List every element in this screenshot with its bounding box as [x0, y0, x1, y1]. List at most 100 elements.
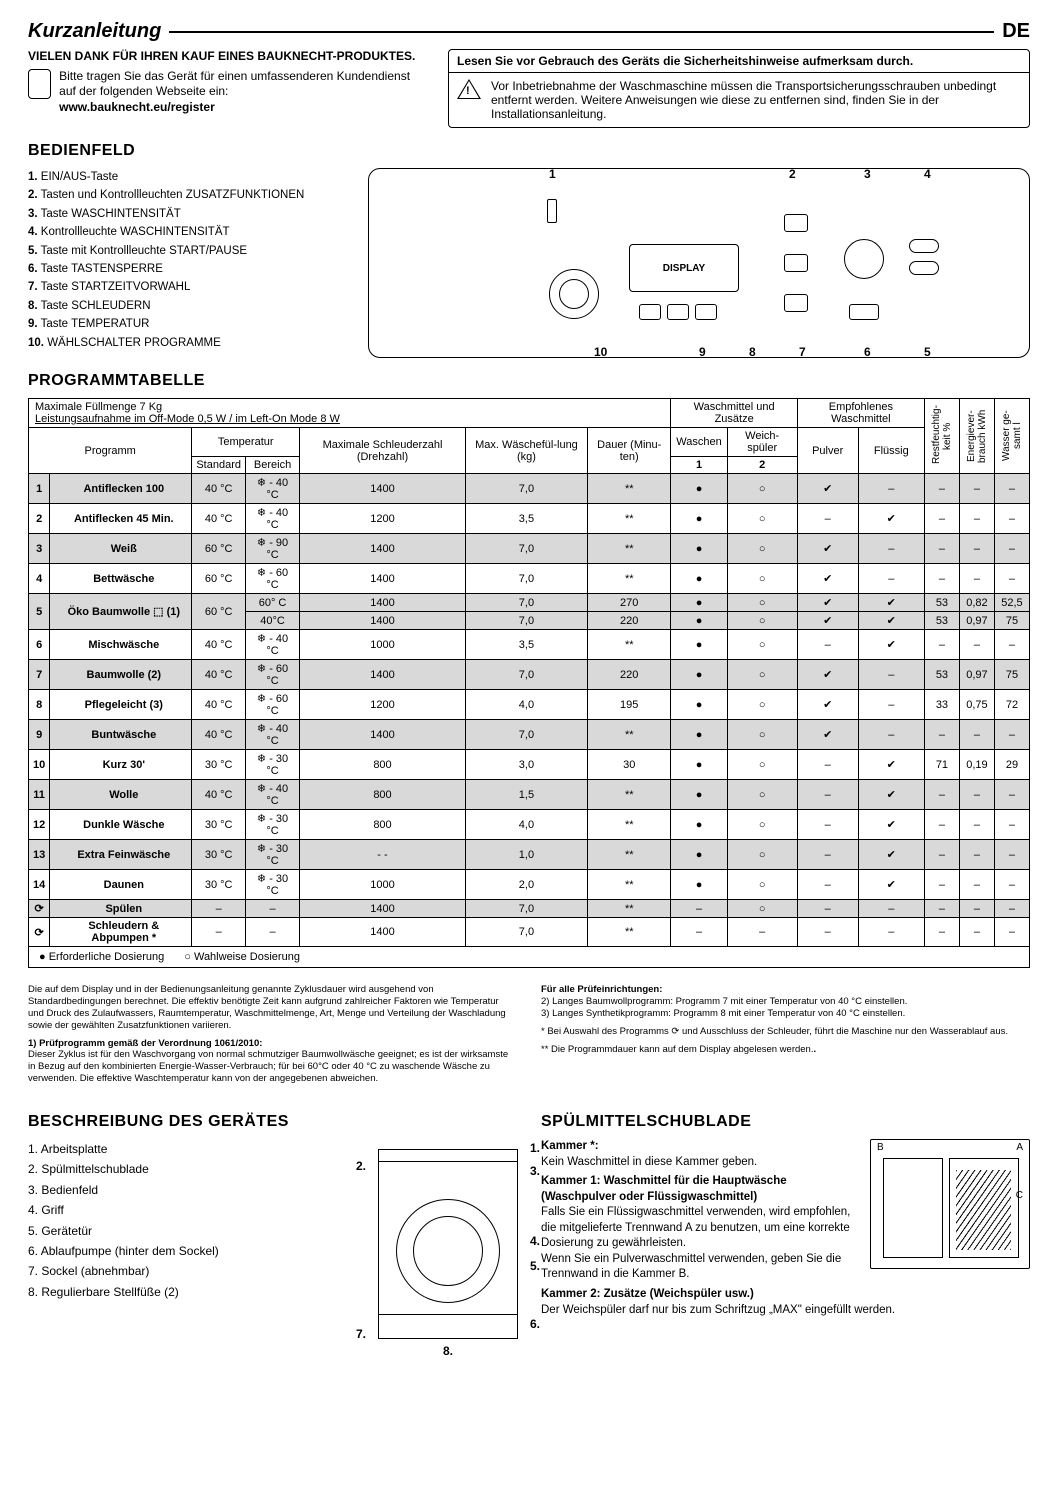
- device-item: 2. Spülmittelschublade: [28, 1159, 278, 1179]
- th-weich: Weich-spüler: [727, 428, 797, 457]
- panel-item: 1. EIN/AUS-Taste: [28, 168, 348, 186]
- dev-num: 5.: [530, 1259, 540, 1273]
- indicator-icon: [909, 261, 939, 275]
- table-row: 4Bettwäsche60 °C❄ - 60 °C14007,0**●○✔–––…: [29, 564, 1030, 594]
- th-temp-std: Standard: [192, 457, 246, 474]
- key-icon: [667, 304, 689, 320]
- diagram-num: 3: [864, 167, 871, 181]
- legend-opt: ○ Wahlweise Dosierung: [184, 951, 300, 963]
- panel-heading: BEDIENFELD: [28, 142, 1030, 160]
- panel-item: 4. Kontrollleuchte WASCHINTENSITÄT: [28, 223, 348, 241]
- note-test-head: Für alle Prüfeinrichtungen:: [541, 984, 1030, 996]
- detergent-col: SPÜLMITTELSCHUBLADE Kammer *:Kein Waschm…: [541, 1099, 1030, 1359]
- table-row: 8Pflegeleicht (3)40 °C❄ - 60 °C12004,019…: [29, 690, 1030, 720]
- program-table: Maximale Füllmenge 7 Kg Leistungsaufnahm…: [28, 398, 1030, 947]
- dev-num: 3.: [530, 1164, 540, 1178]
- dev-num: 2.: [356, 1159, 366, 1173]
- panel-item: 2. Tasten und Kontrollleuchten ZUSATZFUN…: [28, 186, 348, 204]
- th-fluessig: Flüssig: [858, 428, 924, 474]
- bottom-columns: BESCHREIBUNG DES GERÄTES 1. Arbeitsplatt…: [28, 1099, 1030, 1359]
- thanks-heading: VIELEN DANK FÜR IHREN KAUF EINES BAUKNEC…: [28, 49, 428, 65]
- diagram-num: 9: [699, 345, 706, 359]
- table-row: 14Daunen30 °C❄ - 30 °C10002,0**●○–✔–––: [29, 870, 1030, 900]
- panel-item: 9. Taste TEMPERATUR: [28, 315, 348, 333]
- th-waschen: Waschen: [671, 428, 727, 457]
- diagram-num: 7: [799, 345, 806, 359]
- th-temp: Temperatur: [192, 428, 300, 457]
- dev-num: 8.: [443, 1344, 453, 1358]
- option-key-icon: [784, 214, 808, 232]
- cap2: Leistungsaufnahme im Off-Mode 0,5 W / im…: [35, 413, 340, 425]
- table-row: 7Baumwolle (2)40 °C❄ - 60 °C14007,0220●○…: [29, 660, 1030, 690]
- table-header-row: Programm Temperatur Maximale Schleuderza…: [29, 428, 1030, 457]
- k0: Kammer *:Kein Waschmittel in diese Kamme…: [541, 1139, 852, 1170]
- notes-left: Die auf dem Display und in der Bedienung…: [28, 984, 517, 1085]
- panel-item-label: Tasten und Kontrollleuchten ZUSATZFUNKTI…: [41, 189, 305, 201]
- warning-header: Lesen Sie vor Gebrauch des Geräts die Si…: [449, 50, 1029, 73]
- th-fuell: Max. Wäschefül-lung (kg): [465, 428, 587, 474]
- power-button-icon: [547, 199, 557, 223]
- panel-item-label: Taste mit Kontrollleuchte START/PAUSE: [41, 245, 247, 257]
- panel-section: 1. EIN/AUS-Taste 2. Tasten und Kontrolll…: [28, 168, 1030, 358]
- device-list: 1. Arbeitsplatte 2. Spülmittelschublade …: [28, 1139, 278, 1359]
- panel-item: 3. Taste WASCHINTENSITÄT: [28, 205, 348, 223]
- table-row: 10Kurz 30'30 °C❄ - 30 °C8003,030●○–✔710,…: [29, 750, 1030, 780]
- table-legend: ● Erforderliche Dosierung ○ Wahlweise Do…: [28, 947, 1030, 968]
- panel-item: 8. Taste SCHLEUDERN: [28, 297, 348, 315]
- thanks-block: VIELEN DANK FÜR IHREN KAUF EINES BAUKNEC…: [28, 49, 428, 128]
- th-energie: Energiever-brauch kWh: [959, 399, 994, 474]
- k1: Kammer 1: Waschmittel für die Hauptwäsch…: [541, 1174, 852, 1252]
- device-section: 1. Arbeitsplatte 2. Spülmittelschublade …: [28, 1139, 517, 1359]
- option-key-icon: [784, 294, 808, 312]
- intro-columns: VIELEN DANK FÜR IHREN KAUF EINES BAUKNEC…: [28, 49, 1030, 128]
- panel-list: 1. EIN/AUS-Taste 2. Tasten und Kontrolll…: [28, 168, 348, 358]
- k1b: Wenn Sie ein Pulverwaschmittel verwenden…: [541, 1252, 852, 1283]
- diagram-num: 1: [549, 167, 556, 181]
- option-key-icon: [784, 254, 808, 272]
- diagram-num: 8: [749, 345, 756, 359]
- washer-door-inner-icon: [413, 1216, 483, 1286]
- table-row: 5Öko Baumwolle ⬚ (1)60 °C60° C14007,0270…: [29, 594, 1030, 612]
- warning-box: Lesen Sie vor Gebrauch des Geräts die Si…: [448, 49, 1030, 128]
- key-icon: [849, 304, 879, 320]
- lang-tag: DE: [1002, 20, 1030, 43]
- header-row: Kurzanleitung DE: [28, 20, 1030, 43]
- th-empf: Empfohlenes Waschmittel: [797, 399, 924, 428]
- table-row: 3Weiß60 °C❄ - 90 °C14007,0**●○✔––––: [29, 534, 1030, 564]
- key-icon: [639, 304, 661, 320]
- th-wasser: Wasser ge-samt l: [994, 399, 1029, 474]
- panel-item-label: Taste TASTENSPERRE: [41, 263, 163, 275]
- indicator-icon: [909, 239, 939, 253]
- panel-item-label: Taste SCHLEUDERN: [41, 300, 151, 312]
- drawer-label-b: B: [877, 1142, 884, 1153]
- panel-item-label: Taste TEMPERATUR: [41, 318, 150, 330]
- k2: Kammer 2: Zusätze (Weichspüler usw.): [541, 1287, 852, 1303]
- detergent-text: Kammer *:Kein Waschmittel in diese Kamme…: [541, 1139, 852, 1302]
- warn-exclaim: !: [466, 85, 470, 97]
- note-test3: 3) Langes Synthetikprogramm: Programm 8 …: [541, 1008, 1030, 1020]
- table-caption: Maximale Füllmenge 7 Kg Leistungsaufnahm…: [29, 399, 671, 428]
- display-box: DISPLAY: [629, 244, 739, 292]
- register-text: Bitte tragen Sie das Gerät für einen umf…: [59, 69, 428, 116]
- note-star1: * Bei Auswahl des Programms ⟳ und Aussch…: [541, 1026, 1030, 1038]
- doc-title: Kurzanleitung: [28, 20, 161, 43]
- table-row: 2Antiflecken 45 Min.40 °C❄ - 40 °C12003,…: [29, 504, 1030, 534]
- diagram-num: 2: [789, 167, 796, 181]
- device-item: 1. Arbeitsplatte: [28, 1139, 278, 1159]
- th-col1: 1: [671, 457, 727, 474]
- device-item: 3. Bedienfeld: [28, 1180, 278, 1200]
- note-regulation: 1) Prüfprogramm gemäß der Verordnung 106…: [28, 1038, 517, 1086]
- warning-body: Vor Inbetriebnahme der Waschmaschine müs…: [491, 79, 1021, 121]
- panel-item-label: WÄHLSCHALTER PROGRAMME: [47, 337, 221, 349]
- note-star2: ** Die Programmdauer kann auf dem Displa…: [541, 1044, 1030, 1056]
- display-label: DISPLAY: [663, 263, 705, 274]
- cap1: Maximale Füllmenge 7 Kg: [35, 401, 162, 413]
- warning-body-row: ! Vor Inbetriebnahme der Waschmaschine m…: [449, 73, 1029, 127]
- table-row: 1Antiflecken 10040 °C❄ - 40 °C14007,0**●…: [29, 474, 1030, 504]
- notes-right: Für alle Prüfeinrichtungen: 2) Langes Ba…: [541, 984, 1030, 1085]
- device-item: 6. Ablaufpumpe (hinter dem Sockel): [28, 1241, 278, 1261]
- register-row: Bitte tragen Sie das Gerät für einen umf…: [28, 69, 428, 116]
- device-diagram: 1. 2. 3. 4. 5. 6. 7. 8.: [298, 1139, 517, 1359]
- diagram-num: 5: [924, 345, 931, 359]
- device-item: 8. Regulierbare Stellfüße (2): [28, 1282, 278, 1302]
